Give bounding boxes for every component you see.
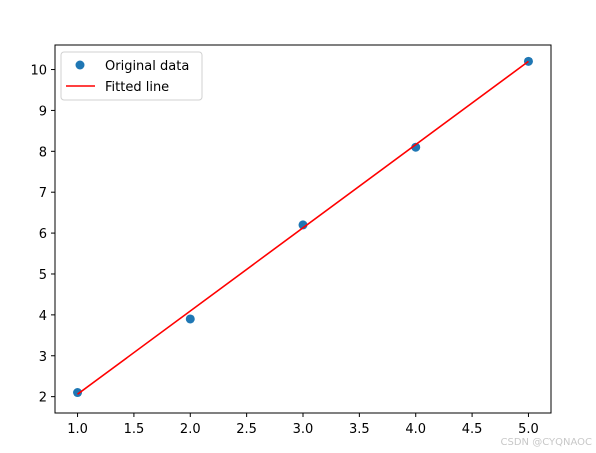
- y-tick-label: 8: [39, 145, 47, 160]
- y-axis: 2 3 4 5 6 7 8 9 10: [30, 64, 55, 406]
- data-point: [411, 142, 421, 152]
- fitted-line: [77, 60, 529, 395]
- y-tick-label: 9: [39, 104, 47, 119]
- legend-box: [60, 51, 203, 101]
- x-tick-label: 2.0: [180, 422, 201, 437]
- data-point: [73, 388, 83, 398]
- data-point: [185, 314, 195, 324]
- x-tick-label: 1.0: [67, 422, 88, 437]
- legend-point-swatch: [75, 60, 85, 70]
- x-tick-label: 5.0: [518, 422, 539, 437]
- y-tick-label: 7: [39, 186, 47, 201]
- y-tick-label: 5: [39, 268, 47, 283]
- x-tick-label: 3.0: [293, 422, 314, 437]
- x-axis: 1.0 1.5 2.0 2.5 3.0 3.5 4.0 4.5 5.0: [67, 413, 539, 437]
- legend-label: Fitted line: [105, 80, 169, 95]
- y-tick-label: 6: [39, 227, 47, 242]
- y-tick-label: 10: [30, 64, 47, 79]
- legend-label: Original data: [105, 59, 189, 74]
- legend: Original data Fitted line: [60, 51, 203, 101]
- x-tick-label: 4.5: [462, 422, 483, 437]
- data-point: [298, 220, 308, 230]
- plot-area: [73, 56, 533, 398]
- y-tick-label: 4: [39, 309, 47, 324]
- watermark-text: CSDN @CYQNAOC: [500, 437, 592, 448]
- x-tick-label: 4.0: [405, 422, 426, 437]
- y-tick-label: 2: [39, 391, 47, 406]
- x-tick-label: 1.5: [124, 422, 145, 437]
- y-tick-label: 3: [39, 350, 47, 365]
- x-tick-label: 2.5: [236, 422, 257, 437]
- x-tick-label: 3.5: [349, 422, 370, 437]
